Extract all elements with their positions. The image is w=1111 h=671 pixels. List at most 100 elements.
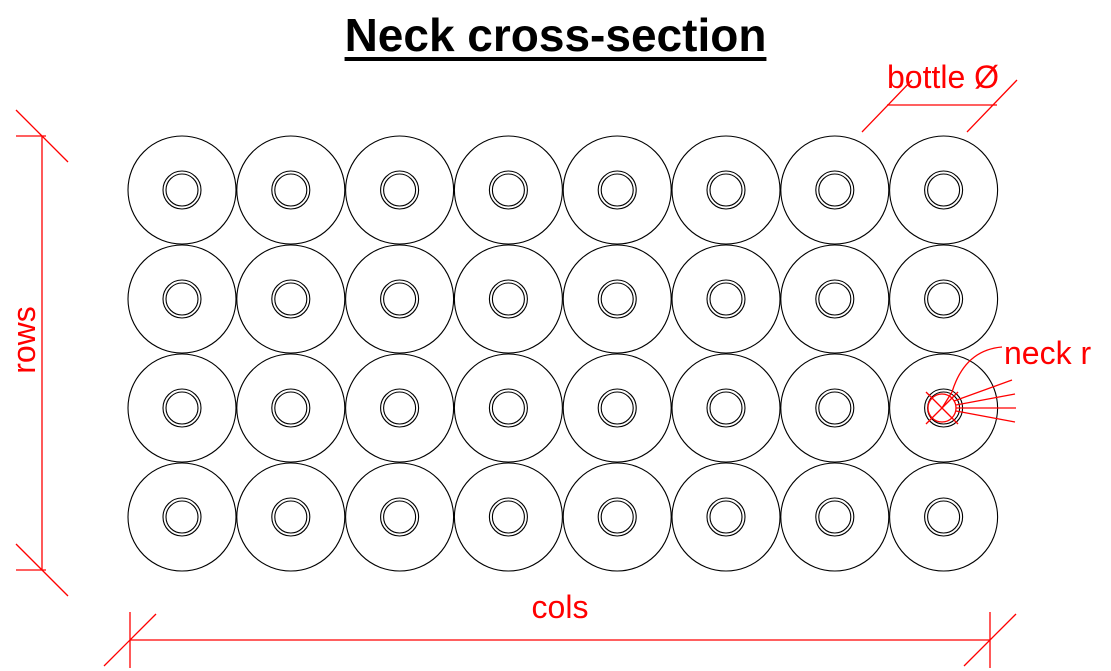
- neck-outer: [271, 279, 311, 319]
- bottle-outline: [236, 135, 346, 245]
- bottle-outline: [236, 244, 346, 354]
- bottle-outline: [780, 462, 890, 572]
- neck-outer: [488, 279, 528, 319]
- bottle-outline: [127, 135, 237, 245]
- neck-outer: [597, 170, 637, 210]
- bottle-diameter-tick-left: [861, 79, 913, 133]
- neck-radius-ray-2: [955, 393, 1016, 406]
- neck-outer: [380, 170, 420, 210]
- bottle: [127, 462, 237, 572]
- neck-radius-leader: [951, 346, 1003, 393]
- neck-outer: [597, 497, 637, 537]
- bottle-outline: [453, 353, 563, 463]
- neck-inner: [818, 391, 852, 425]
- diagram-title: Neck cross-section: [0, 6, 1111, 64]
- bottle: [562, 135, 672, 245]
- neck-inner: [165, 282, 199, 316]
- bottle-grid: [127, 135, 999, 572]
- bottle: [453, 135, 563, 245]
- bottle-outline: [671, 353, 781, 463]
- neck-inner: [491, 391, 525, 425]
- bottle: [780, 462, 890, 572]
- bottle: [127, 244, 237, 354]
- neck-inner: [383, 173, 417, 207]
- neck-outer: [380, 388, 420, 428]
- bottle-outline: [889, 462, 999, 572]
- bottle: [780, 244, 890, 354]
- bottle-outline: [780, 353, 890, 463]
- bottle-outline: [562, 135, 672, 245]
- bottle: [345, 353, 455, 463]
- neck-radius-ray-3: [955, 410, 1016, 423]
- neck-outer: [924, 497, 964, 537]
- neck-inner: [274, 500, 308, 534]
- neck-inner: [818, 500, 852, 534]
- neck-outer: [271, 388, 311, 428]
- bottle-outline: [345, 353, 455, 463]
- cols-dimension: [103, 612, 1017, 668]
- neck-outer: [597, 388, 637, 428]
- bottle-outline: [889, 135, 999, 245]
- neck-inner: [274, 173, 308, 207]
- neck-outer: [162, 170, 202, 210]
- neck-inner: [927, 282, 961, 316]
- bottle: [453, 244, 563, 354]
- cols-tick-right: [963, 613, 1017, 667]
- neck-inner: [600, 282, 634, 316]
- bottle: [671, 135, 781, 245]
- bottle-outline: [345, 462, 455, 572]
- neck-outer: [924, 170, 964, 210]
- rows-tick-bottom: [15, 543, 69, 597]
- bottle-diameter-dimension: [861, 79, 1018, 133]
- neck-outer: [815, 170, 855, 210]
- bottle-outline: [236, 353, 346, 463]
- rows-label: rows: [6, 306, 42, 374]
- neck-outer: [815, 388, 855, 428]
- neck-outer: [271, 170, 311, 210]
- neck-radius-label: neck r: [1004, 335, 1091, 371]
- bottle: [127, 353, 237, 463]
- neck-radius-ray-4: [953, 379, 1013, 402]
- bottle: [562, 244, 672, 354]
- diagram-title-text: Neck cross-section: [344, 9, 767, 61]
- bottle: [345, 244, 455, 354]
- rows-dimension: [15, 109, 69, 597]
- neck-outer: [271, 497, 311, 537]
- neck-outer: [488, 497, 528, 537]
- bottle-outline: [127, 353, 237, 463]
- bottle-outline: [562, 244, 672, 354]
- neck-outer: [597, 279, 637, 319]
- neck-inner: [491, 500, 525, 534]
- bottle-outline: [236, 462, 346, 572]
- neck-inner: [927, 391, 961, 425]
- bottle: [345, 135, 455, 245]
- neck-outer: [162, 497, 202, 537]
- neck-inner: [165, 173, 199, 207]
- bottle-outline: [562, 353, 672, 463]
- bottle: [889, 135, 999, 245]
- neck-outer: [380, 497, 420, 537]
- bottle-outline: [453, 462, 563, 572]
- neck-outer: [162, 279, 202, 319]
- bottle: [453, 462, 563, 572]
- bottle-outline: [780, 244, 890, 354]
- bottle: [780, 135, 890, 245]
- bottle: [671, 244, 781, 354]
- bottle-outline: [453, 135, 563, 245]
- neck-inner: [600, 500, 634, 534]
- neck-outer: [706, 279, 746, 319]
- neck-inner: [818, 282, 852, 316]
- neck-outer: [162, 388, 202, 428]
- neck-outer: [706, 388, 746, 428]
- neck-radius-dimension: [925, 346, 1016, 425]
- bottle-outline: [345, 135, 455, 245]
- rows-tick-top: [15, 109, 69, 163]
- center-mark-diag-b: [925, 391, 959, 425]
- cols-tick-left: [103, 613, 157, 667]
- neck-inner: [383, 282, 417, 316]
- bottle: [236, 244, 346, 354]
- bottle-outline: [562, 462, 672, 572]
- bottle: [236, 462, 346, 572]
- neck-outer: [706, 497, 746, 537]
